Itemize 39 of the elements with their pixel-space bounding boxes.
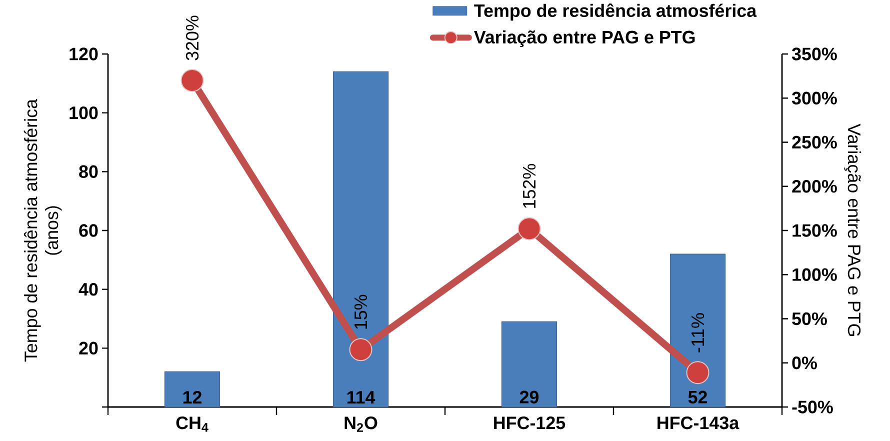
y2-tick-label: 350% bbox=[792, 48, 837, 60]
y2-tick-label: 300% bbox=[792, 92, 837, 104]
y2-tick-label: 100% bbox=[792, 268, 837, 281]
x-tick-label: N$_{2}$O bbox=[344, 416, 378, 432]
legend-label: Tempo de residência atmosférica bbox=[474, 3, 757, 21]
bar bbox=[670, 254, 726, 408]
data-label: -11% bbox=[691, 313, 704, 352]
y-tick-label: 100 bbox=[70, 106, 98, 120]
data-label: 29 bbox=[520, 390, 539, 404]
x-tick-label: CH$_{4}$ bbox=[176, 416, 208, 432]
y2-axis-title: Variação entre PAG e PTG bbox=[844, 124, 862, 336]
point bbox=[349, 338, 372, 362]
data-label: 52 bbox=[688, 390, 708, 404]
y2-tick-label: 50% bbox=[792, 312, 827, 326]
data-label: 152% bbox=[522, 164, 536, 208]
y-tick-label: 60 bbox=[79, 224, 98, 237]
x-tick-label: HFC-125 bbox=[494, 416, 566, 430]
bar bbox=[501, 321, 558, 408]
bar bbox=[164, 371, 220, 408]
y2-tick-label: 0% bbox=[792, 356, 817, 370]
y-tick-label: 80 bbox=[79, 165, 98, 178]
y-tick-label: 20 bbox=[79, 342, 98, 355]
point bbox=[180, 68, 204, 92]
data-label: 320% bbox=[186, 16, 199, 60]
data-label: 15% bbox=[354, 294, 368, 329]
y2-tick-label: -50% bbox=[792, 400, 833, 414]
y2-tick-label: 200% bbox=[792, 180, 837, 193]
y-tick-label: 40 bbox=[78, 282, 98, 296]
point bbox=[686, 361, 710, 384]
legend-label: Variação entre PAG e PTG bbox=[474, 30, 695, 48]
data-label: 114 bbox=[347, 391, 376, 404]
y-axis-title: Tempo de residência atmosférica (anos) bbox=[24, 98, 62, 362]
bar bbox=[332, 71, 389, 408]
point bbox=[518, 217, 541, 240]
y2-tick-label: 150% bbox=[792, 224, 837, 237]
data-label: 12 bbox=[183, 390, 202, 404]
y-tick-label: 120 bbox=[70, 48, 98, 60]
x-tick-label: HFC-143a bbox=[658, 416, 740, 430]
y2-tick-label: 250% bbox=[792, 136, 837, 149]
